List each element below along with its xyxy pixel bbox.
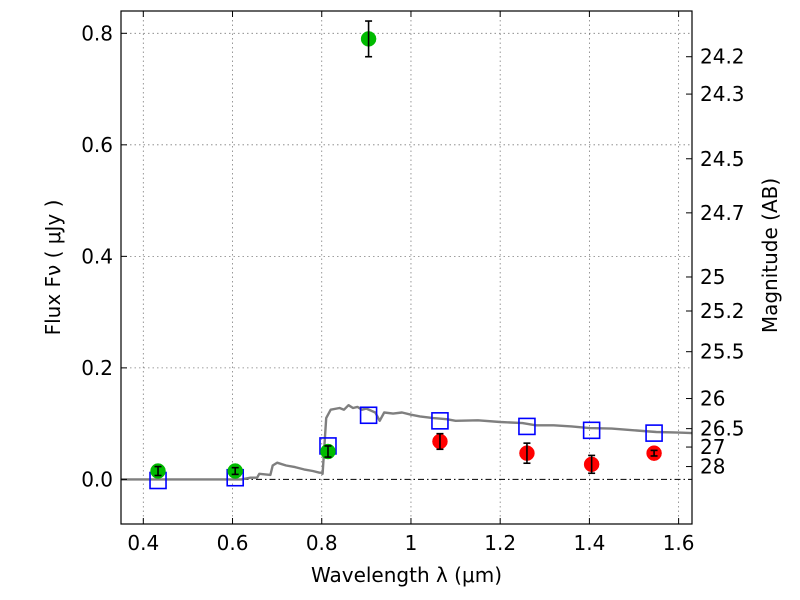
- x-tick-label: 1.6: [663, 531, 695, 555]
- model-photometry-square: [518, 417, 536, 436]
- y-axis-label: Flux Fν ( μJy ): [41, 200, 65, 336]
- x-tick-label: 1.2: [484, 531, 516, 555]
- magnitude-tick-label: 25.5: [700, 340, 745, 364]
- magnitude-axis-label: Magnitude (AB): [758, 178, 782, 333]
- magnitude-tick-label: 26.5: [700, 417, 745, 441]
- x-tick-label: 1.4: [573, 531, 605, 555]
- magnitude-tick-label: 25.2: [700, 299, 745, 323]
- magnitude-tick-label: 25: [700, 265, 725, 289]
- x-tick-label: 1: [405, 531, 418, 555]
- x-tick-label: 0.6: [217, 531, 249, 555]
- magnitude-tick-label: 28: [700, 455, 725, 479]
- tick-layer: 0.4 0.6 0.8 1 1.2 1.4 1.6 0.0 0.2 0.4 0.6 0.8 24.2 24…: [81, 11, 745, 555]
- model-photometry-square: [645, 424, 663, 442]
- y-tick-label: 0.6: [81, 133, 113, 157]
- x-tick-label: 0.4: [127, 531, 159, 555]
- model-photometry-square: [431, 412, 449, 430]
- magnitude-tick-label: 24.5: [700, 147, 745, 171]
- y-tick-label: 0.4: [81, 244, 113, 268]
- x-axis-label: Wavelength λ (μm): [311, 563, 502, 587]
- magnitude-tick-label: 24.2: [700, 45, 745, 69]
- y-tick-label: 0.8: [81, 21, 113, 45]
- y-tick-label: 0.2: [81, 356, 113, 380]
- marker-layer: [149, 20, 663, 490]
- model-photometry-square: [359, 406, 378, 425]
- magnitude-tick-label: 26: [700, 387, 725, 411]
- sed-layer: [121, 404, 693, 481]
- x-tick-label: 0.8: [306, 531, 338, 555]
- grid-layer: [121, 11, 692, 524]
- y-tick-label: 0.0: [81, 467, 113, 491]
- model-sed-line: [121, 404, 693, 481]
- magnitude-tick-label: 24.3: [700, 82, 745, 106]
- model-photometry-square: [582, 421, 601, 440]
- magnitude-tick-label: 24.7: [700, 201, 745, 225]
- magnitude-tick-label: 27: [700, 435, 725, 459]
- plot-frame: [120, 10, 693, 525]
